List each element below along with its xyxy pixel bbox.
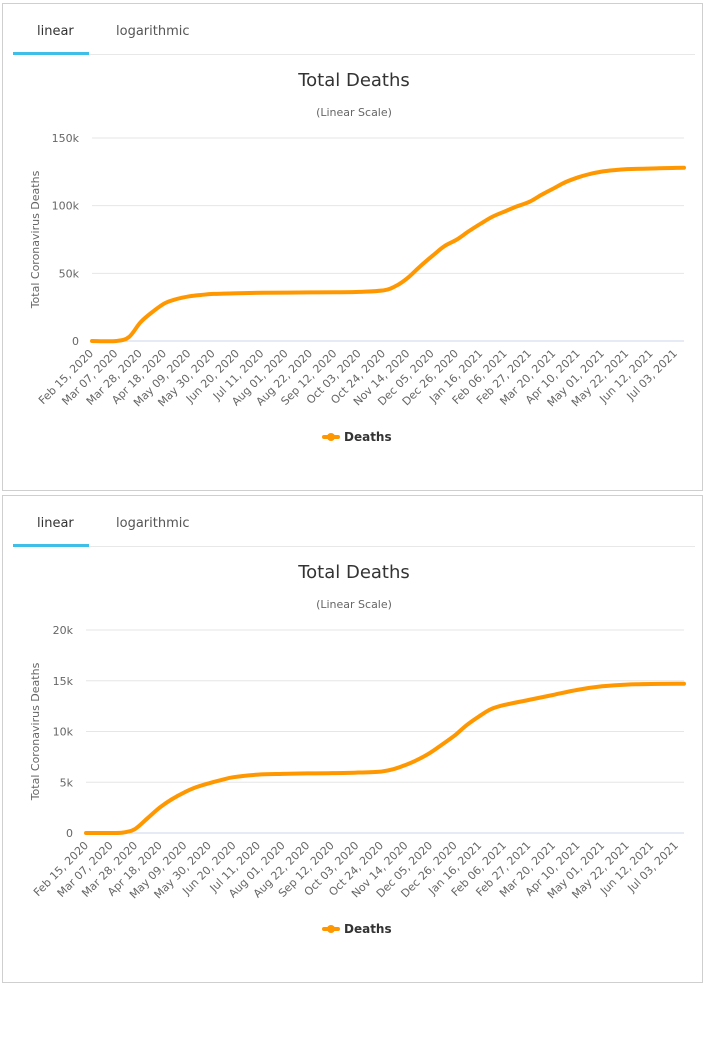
tab-logarithmic[interactable]: logarithmic [116, 516, 190, 531]
tab-linear[interactable]: linear [37, 24, 74, 39]
y-tick-label: 0 [66, 827, 73, 840]
chart-title: Total Deaths [297, 70, 410, 91]
legend-label: Deaths [344, 922, 392, 936]
y-tick-label: 0 [72, 335, 79, 348]
y-tick-label: 5k [60, 776, 74, 789]
y-tick-label: 10k [53, 726, 74, 739]
legend-item-deaths[interactable]: Deaths [322, 430, 392, 444]
total-deaths-chart-1: Total Deaths (Linear Scale) Total Coronavi… [29, 70, 686, 444]
chart-panel-2: linear logarithmic Total Deaths (Linear S… [2, 495, 703, 983]
y-tick-label: 20k [53, 624, 74, 637]
total-deaths-chart-2: Total Deaths (Linear Scale) Total Coronavi… [29, 562, 686, 936]
y-tick-label: 100k [52, 200, 80, 213]
legend-marker-icon [327, 433, 335, 441]
active-tab-indicator [13, 544, 89, 547]
chart-panel-1: linear logarithmic Total Deaths (Linear S… [2, 3, 703, 491]
series-line-deaths[interactable] [90, 165, 686, 344]
active-tab-indicator [13, 52, 89, 55]
tab-logarithmic[interactable]: logarithmic [116, 24, 190, 39]
series-line-deaths[interactable] [84, 681, 686, 836]
y-axis-title: Total Coronavirus Deaths [29, 170, 42, 309]
tab-linear[interactable]: linear [37, 516, 74, 531]
legend-label: Deaths [344, 430, 392, 444]
chart-subtitle: (Linear Scale) [316, 106, 392, 119]
y-tick-label: 15k [53, 675, 74, 688]
y-axis-title: Total Coronavirus Deaths [29, 662, 42, 801]
legend-item-deaths[interactable]: Deaths [322, 922, 392, 936]
y-tick-label: 50k [59, 267, 80, 280]
y-tick-label: 150k [52, 132, 80, 145]
scale-tabs: linear logarithmic [13, 496, 695, 547]
legend-marker-icon [327, 925, 335, 933]
chart-title: Total Deaths [297, 562, 410, 583]
scale-tabs: linear logarithmic [13, 4, 695, 55]
chart-subtitle: (Linear Scale) [316, 598, 392, 611]
